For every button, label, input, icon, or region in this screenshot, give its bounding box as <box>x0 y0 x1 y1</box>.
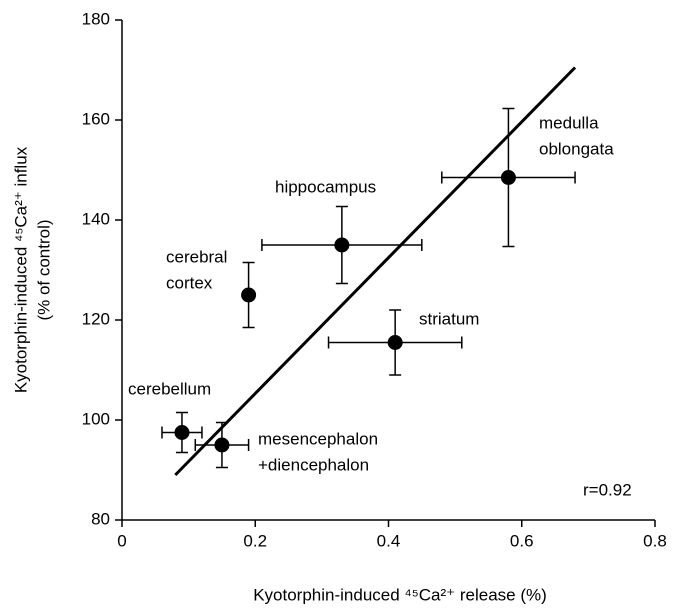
point-label: cortex <box>166 273 213 292</box>
x-tick-label: 0.8 <box>643 531 667 550</box>
point-label: medulla <box>539 113 599 132</box>
y-tick-label: 160 <box>82 109 110 128</box>
y-tick-label: 80 <box>91 509 110 528</box>
data-point <box>500 170 516 185</box>
point-label: mesencephalon <box>258 429 378 448</box>
point-label: oblongata <box>539 139 614 158</box>
y-tick-label: 100 <box>82 409 110 428</box>
point-label: cerebellum <box>128 379 211 398</box>
annotation: r=0.92 <box>583 480 632 499</box>
point-label: +diencephalon <box>258 455 369 474</box>
x-axis-label: Kyotorphin-induced ⁴⁵Ca²⁺ release (%) <box>253 585 547 604</box>
y-axis-label: (% of control) <box>34 219 53 320</box>
point-label: cerebral <box>166 247 227 266</box>
y-tick-label: 120 <box>82 309 110 328</box>
x-tick-label: 0.2 <box>243 531 267 550</box>
data-point <box>214 437 230 453</box>
x-tick-label: 0.4 <box>377 531 401 550</box>
data-point <box>241 287 257 303</box>
x-tick-label: 0.6 <box>510 531 534 550</box>
data-point <box>334 237 350 253</box>
y-tick-label: 140 <box>82 209 110 228</box>
y-tick-label: 180 <box>82 9 110 28</box>
point-label: striatum <box>419 309 479 328</box>
fit-line <box>174 66 577 477</box>
y-axis-label: Kyotorphin-induced ⁴⁵Ca²⁺ influx <box>11 146 30 393</box>
data-point <box>174 425 190 440</box>
point-label: hippocampus <box>275 177 376 196</box>
data-point <box>387 335 403 350</box>
x-tick-label: 0 <box>117 531 126 550</box>
